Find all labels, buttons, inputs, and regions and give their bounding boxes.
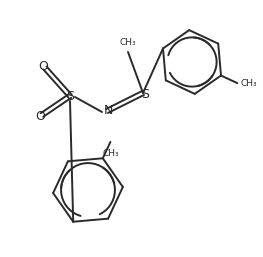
Text: N: N (103, 105, 113, 117)
Text: CH₃: CH₃ (120, 38, 136, 47)
Text: S: S (141, 87, 149, 100)
Text: S: S (66, 90, 74, 104)
Text: CH₃: CH₃ (240, 79, 257, 88)
Text: O: O (35, 111, 45, 124)
Text: CH₃: CH₃ (102, 149, 119, 158)
Text: O: O (38, 60, 48, 72)
